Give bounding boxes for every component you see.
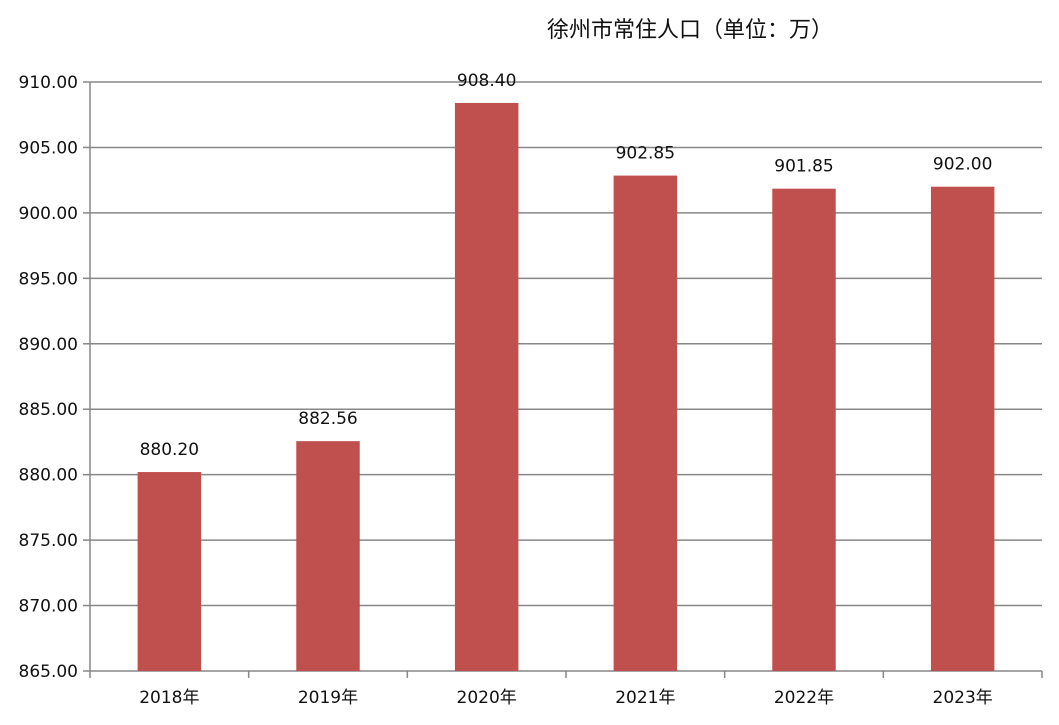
bar [772,188,836,671]
y-tick-label: 875.00 [19,531,78,551]
bar [296,441,360,671]
bar [613,175,678,671]
y-tick-label: 890.00 [19,335,78,355]
y-tick-label: 865.00 [19,662,78,682]
x-tick-label: 2020年 [457,688,517,708]
chart-title: 徐州市常住人口（单位：万） [546,18,833,43]
x-tick-label: 2019年 [298,688,358,708]
x-tick-label: 2022年 [774,688,834,708]
data-label: 902.85 [616,144,675,164]
data-label: 901.85 [774,157,833,177]
y-tick-label: 900.00 [19,204,78,224]
data-label: 882.56 [298,409,357,429]
y-tick-label: 885.00 [19,400,78,420]
y-tick-label: 895.00 [19,269,78,289]
y-tick-label: 905.00 [19,138,78,158]
bar [454,102,519,672]
data-label: 902.00 [933,155,992,175]
y-tick-label: 880.00 [19,466,78,486]
data-label: 880.20 [140,440,199,460]
x-tick-label: 2021年 [615,688,675,708]
bar [930,186,995,671]
x-tick-label: 2023年 [933,688,993,708]
y-tick-label: 910.00 [19,73,78,93]
y-tick-label: 870.00 [19,597,78,617]
data-label: 908.40 [457,71,516,91]
bar [137,472,202,671]
x-tick-label: 2018年 [139,688,199,708]
